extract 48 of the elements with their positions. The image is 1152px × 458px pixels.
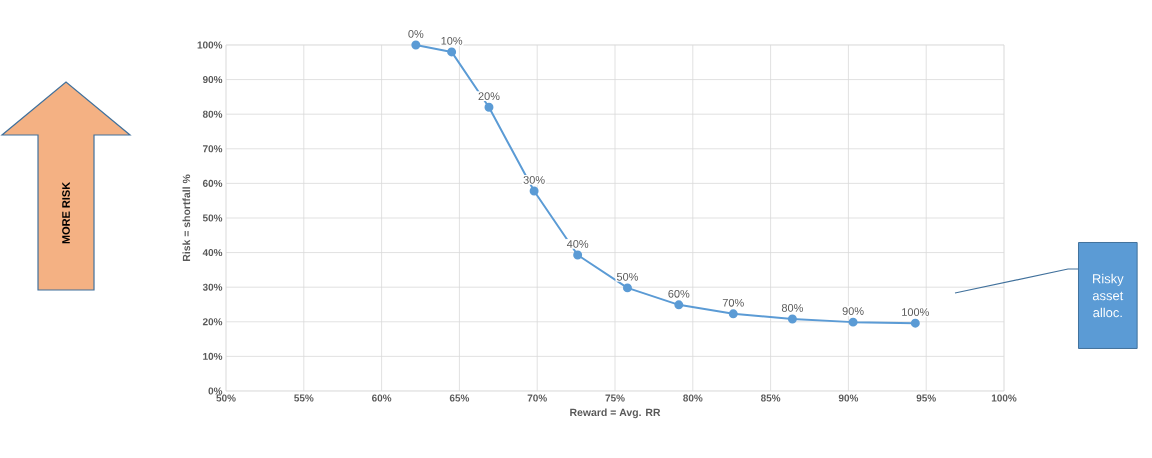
y-tick-label: 20%	[202, 318, 223, 326]
y-tick-label: 80%	[202, 110, 223, 118]
point	[674, 300, 684, 310]
point	[484, 102, 494, 112]
annotation: 70%	[722, 298, 744, 307]
annotation: 80%	[781, 304, 803, 312]
annotation: 20%	[478, 92, 500, 101]
annotation: 100%	[902, 308, 929, 316]
point	[411, 40, 421, 50]
annotation: 50%	[616, 272, 639, 281]
x-tick-label: 95%	[916, 394, 936, 402]
x-tick-label: 90%	[838, 394, 859, 402]
text: Risky asset alloc.	[1092, 273, 1124, 318]
annotation: 10%	[441, 36, 463, 45]
point	[573, 250, 583, 260]
annotation: 0%	[408, 30, 424, 38]
y-tick-label: 0%	[208, 387, 223, 395]
point	[447, 47, 457, 57]
x-tick-label: 65%	[449, 394, 470, 402]
annotation: 30%	[523, 176, 545, 184]
x-tick-label: 50%	[216, 394, 236, 402]
y-tick-label: 30%	[202, 283, 223, 291]
x-tick-label: 70%	[527, 394, 547, 402]
point	[529, 186, 539, 196]
y-tick-label: 50%	[202, 214, 223, 222]
x-tick-label: 60%	[372, 394, 392, 402]
point	[848, 317, 858, 327]
y-tick-label: 90%	[202, 76, 223, 84]
x-tick-label: 75%	[605, 394, 625, 402]
y-tick-label: 70%	[202, 145, 223, 153]
point	[728, 309, 738, 319]
x-tick-label: 80%	[683, 394, 703, 402]
point	[910, 318, 920, 328]
annotation: 90%	[842, 307, 864, 315]
y-tick-label: 40%	[202, 249, 223, 257]
annotation: 40%	[566, 240, 589, 248]
y-tick-label: 60%	[202, 179, 223, 187]
x-axis-title: Reward = Avg. RR	[570, 408, 661, 419]
point	[622, 283, 632, 293]
y-tick-label: 100%	[197, 41, 223, 49]
annotation: 60%	[668, 289, 690, 298]
y-axis-title: Risk = shortfall %	[182, 174, 191, 262]
y-tick-label: 10%	[203, 352, 223, 360]
point	[787, 314, 797, 324]
text: MORE RISK	[62, 182, 70, 244]
x-tick-label: 100%	[991, 394, 1017, 402]
x-tick-label: 55%	[294, 394, 314, 402]
x-tick-label: 85%	[760, 394, 781, 402]
